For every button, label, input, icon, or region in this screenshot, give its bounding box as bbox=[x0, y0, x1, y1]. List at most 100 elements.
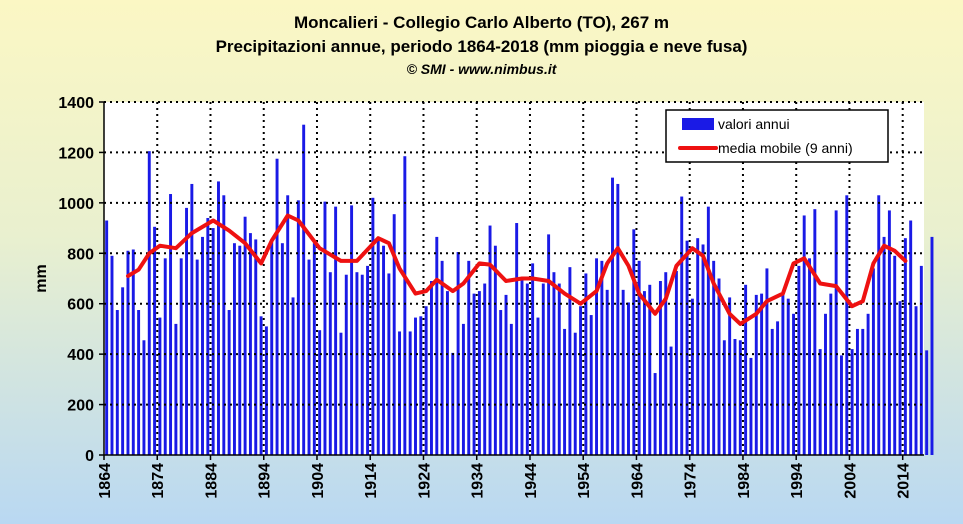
y-tick-label: 1400 bbox=[58, 95, 94, 112]
precip-bar bbox=[701, 244, 705, 455]
precip-bar bbox=[403, 156, 407, 455]
precip-bar bbox=[493, 245, 497, 455]
x-tick-label: 1874 bbox=[150, 463, 167, 499]
precip-bar bbox=[499, 310, 503, 455]
precip-bar bbox=[738, 340, 742, 455]
precip-bar bbox=[733, 339, 737, 455]
y-tick-label: 200 bbox=[67, 398, 94, 415]
precip-bar bbox=[749, 357, 753, 455]
precip-bar bbox=[408, 331, 412, 455]
y-tick-label: 1200 bbox=[58, 145, 94, 162]
precip-bar bbox=[142, 340, 146, 455]
x-tick-label: 1924 bbox=[416, 463, 433, 499]
x-tick-label: 2014 bbox=[896, 463, 913, 499]
precip-bar bbox=[185, 207, 188, 455]
precip-bar bbox=[584, 273, 588, 455]
precip-bar bbox=[563, 328, 567, 455]
precip-bar bbox=[472, 293, 476, 455]
precip-bar bbox=[680, 196, 684, 456]
precip-bar bbox=[488, 225, 492, 455]
precip-bar bbox=[797, 265, 801, 455]
precip-bar bbox=[328, 272, 332, 455]
precip-bar bbox=[190, 183, 194, 455]
y-tick-label: 0 bbox=[85, 448, 94, 465]
x-tick-label: 1994 bbox=[789, 463, 806, 499]
x-tick-label: 1974 bbox=[683, 463, 700, 499]
x-tick-label: 1914 bbox=[363, 463, 380, 499]
precip-bar bbox=[158, 317, 162, 455]
precip-bar bbox=[334, 206, 338, 455]
precip-bar bbox=[877, 195, 881, 456]
precip-bar bbox=[658, 281, 662, 455]
precip-bar bbox=[664, 272, 668, 455]
precip-bar bbox=[770, 328, 774, 455]
precip-bar bbox=[126, 250, 130, 455]
precip-bar bbox=[706, 206, 710, 455]
precip-bar bbox=[147, 151, 151, 456]
precip-bar bbox=[898, 301, 902, 455]
precip-bar bbox=[765, 268, 769, 455]
precip-bar bbox=[861, 328, 865, 455]
precip-bar bbox=[477, 291, 481, 455]
precip-bar bbox=[217, 181, 220, 455]
precip-bar bbox=[174, 323, 178, 455]
precip-bar bbox=[435, 236, 439, 455]
precip-bar bbox=[792, 313, 796, 455]
precip-bar bbox=[850, 349, 854, 455]
precip-bar bbox=[179, 258, 183, 455]
precip-bar bbox=[600, 260, 604, 455]
chart-title: Moncalieri - Collegio Carlo Alberto (TO)… bbox=[293, 13, 669, 32]
precip-bar bbox=[371, 197, 375, 455]
precip-bar bbox=[312, 243, 316, 455]
precip-bar bbox=[536, 317, 540, 455]
precip-bar bbox=[595, 258, 598, 455]
precip-bar bbox=[227, 310, 231, 455]
precip-bar bbox=[669, 346, 673, 455]
precip-bar bbox=[579, 306, 583, 455]
precip-bar bbox=[776, 321, 780, 455]
y-tick-label: 800 bbox=[67, 246, 94, 263]
precip-bar bbox=[302, 124, 306, 455]
x-tick-label: 1904 bbox=[310, 463, 327, 499]
precip-bar bbox=[169, 194, 173, 455]
precip-bar bbox=[105, 220, 109, 455]
precip-bar bbox=[754, 294, 758, 455]
x-tick-label: 1894 bbox=[257, 463, 274, 499]
precip-bar bbox=[296, 200, 300, 455]
precip-bar bbox=[696, 238, 700, 455]
precip-bar bbox=[355, 272, 359, 455]
precip-bar bbox=[323, 201, 327, 455]
precip-bar bbox=[339, 332, 343, 455]
precip-bar bbox=[137, 310, 141, 455]
precip-bar bbox=[547, 234, 551, 456]
precip-bar bbox=[648, 284, 652, 455]
precip-bar bbox=[855, 328, 859, 455]
x-tick-label: 1864 bbox=[97, 463, 114, 499]
precip-bar bbox=[914, 306, 918, 455]
precip-bar bbox=[616, 183, 620, 455]
x-tick-label: 1934 bbox=[470, 463, 487, 499]
precip-bar bbox=[275, 158, 279, 456]
precip-bar bbox=[919, 265, 923, 455]
precip-bar bbox=[605, 289, 609, 455]
y-tick-label: 400 bbox=[67, 347, 94, 364]
precip-bar bbox=[195, 259, 199, 455]
x-tick-label: 2004 bbox=[842, 463, 859, 499]
precip-bar bbox=[866, 313, 870, 455]
precip-bar bbox=[419, 316, 423, 455]
moving-average-line bbox=[126, 213, 908, 326]
precip-bar bbox=[270, 241, 274, 455]
precip-bar bbox=[115, 310, 119, 455]
precip-bar bbox=[722, 340, 726, 455]
chart-credit: © SMI - www.nimbus.it bbox=[406, 61, 557, 77]
x-tick-label: 1884 bbox=[203, 463, 220, 499]
precip-bar bbox=[259, 316, 263, 455]
precip-bar bbox=[360, 274, 364, 455]
precip-bar bbox=[350, 205, 354, 455]
precip-bar bbox=[461, 323, 465, 455]
precip-bar bbox=[366, 265, 370, 455]
precip-bar bbox=[627, 302, 630, 455]
precip-bar bbox=[557, 283, 561, 455]
